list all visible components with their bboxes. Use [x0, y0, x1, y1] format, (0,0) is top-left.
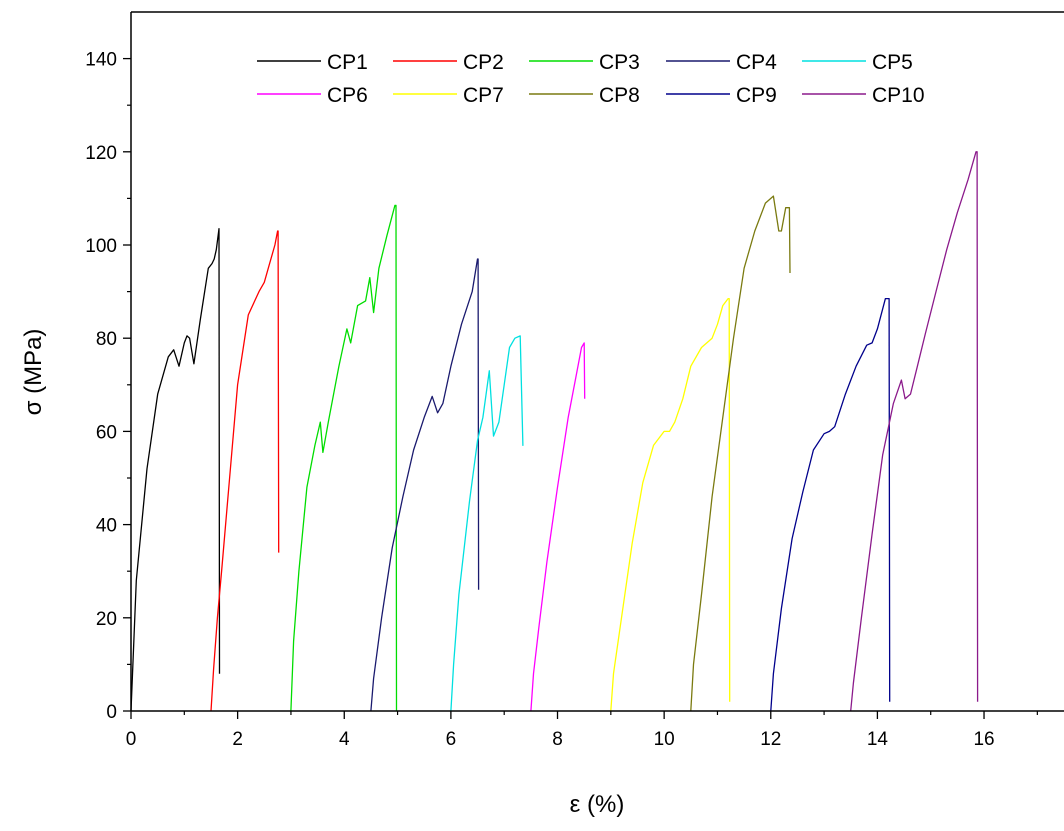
y-tick-label: 60 — [96, 422, 117, 443]
series-line-cp10 — [850, 151, 979, 712]
series-line-cp4 — [370, 258, 480, 712]
legend-item-cp2: CP2 — [393, 51, 504, 74]
legend-label: CP1 — [327, 51, 368, 74]
legend-label: CP7 — [463, 84, 504, 107]
legend-item-cp1: CP1 — [257, 51, 368, 74]
y-tick-label: 80 — [96, 329, 117, 350]
series-line-cp3 — [290, 204, 398, 712]
y-tick-label: 120 — [85, 143, 117, 164]
x-tick-label: 16 — [973, 729, 994, 750]
y-tick-label: 140 — [85, 50, 117, 71]
x-tick-label: 14 — [867, 729, 889, 750]
x-tick-label: 8 — [552, 729, 563, 750]
y-tick-label: 20 — [96, 609, 117, 630]
legend: CP1 CP2 CP3 CP4 CP5 CP6 CP7 CP8 CP9 CP10 — [257, 51, 925, 107]
legend-label: CP4 — [736, 51, 777, 74]
legend-item-cp3: CP3 — [529, 51, 640, 74]
legend-label: CP3 — [599, 51, 640, 74]
x-tick-label: 12 — [760, 729, 781, 750]
legend-item-cp4: CP4 — [666, 51, 777, 74]
legend-item-cp8: CP8 — [529, 84, 640, 107]
x-tick-label: 2 — [232, 729, 243, 750]
x-tick-label: 10 — [654, 729, 675, 750]
plot-lines — [130, 151, 979, 712]
y-tick-label: 100 — [85, 236, 117, 257]
legend-label: CP2 — [463, 51, 504, 74]
series-line-cp6 — [530, 342, 586, 712]
x-tick-label: 0 — [126, 729, 137, 750]
legend-item-cp6: CP6 — [257, 84, 368, 107]
x-tick-label: 4 — [339, 729, 350, 750]
series-line-cp8 — [690, 195, 791, 712]
y-tick-label: 0 — [106, 702, 117, 723]
legend-item-cp10: CP10 — [802, 84, 925, 107]
legend-label: CP8 — [599, 84, 640, 107]
y-axis-label: σ (MPa) — [20, 329, 47, 416]
series-line-cp7 — [610, 297, 731, 712]
legend-label: CP5 — [872, 51, 913, 74]
series-line-cp5 — [450, 335, 524, 712]
y-tick-label: 40 — [96, 516, 117, 537]
series-line-cp2 — [210, 230, 280, 712]
x-tick-label: 6 — [446, 729, 457, 750]
legend-label: CP10 — [872, 84, 925, 107]
axes: 0 20 40 60 80 100 120 140 0 2 4 6 8 10 12 14 16 — [85, 11, 1064, 750]
legend-label: CP6 — [327, 84, 368, 107]
legend-item-cp5: CP5 — [802, 51, 913, 74]
series-line-cp1 — [130, 228, 221, 712]
legend-label: CP9 — [736, 84, 777, 107]
x-axis-label: ε (%) — [570, 791, 625, 818]
legend-item-cp7: CP7 — [393, 84, 504, 107]
series-line-cp9 — [770, 297, 891, 712]
legend-item-cp9: CP9 — [666, 84, 777, 107]
